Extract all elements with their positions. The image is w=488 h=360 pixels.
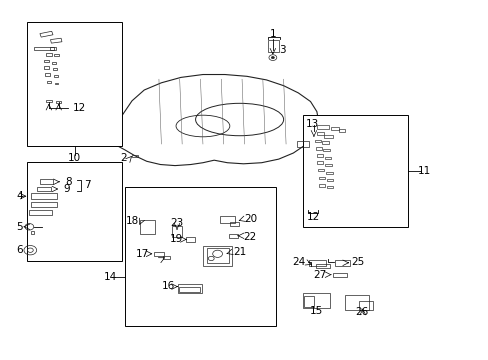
Bar	[47, 81, 51, 83]
Text: 5: 5	[16, 222, 23, 232]
Bar	[54, 83, 58, 85]
Bar	[45, 73, 50, 76]
Bar	[37, 187, 51, 191]
Bar	[303, 296, 314, 307]
Text: 18: 18	[126, 216, 139, 226]
Bar	[316, 132, 323, 135]
Bar	[318, 184, 324, 187]
Text: 8: 8	[65, 177, 72, 187]
Text: 2: 2	[120, 153, 127, 163]
Bar	[268, 40, 279, 53]
Bar	[358, 301, 372, 310]
Bar	[203, 246, 232, 266]
Bar	[315, 147, 321, 150]
Text: 21: 21	[232, 247, 245, 257]
Bar	[345, 295, 368, 310]
Text: 10: 10	[68, 153, 81, 163]
Circle shape	[271, 57, 274, 59]
Text: 19: 19	[169, 234, 183, 244]
Bar	[50, 47, 56, 50]
Bar	[56, 101, 61, 103]
Bar	[330, 127, 339, 130]
Bar	[124, 187, 276, 326]
Bar	[324, 157, 330, 159]
Bar	[44, 60, 49, 63]
Bar	[325, 163, 331, 166]
Text: 7: 7	[84, 180, 91, 190]
Bar	[326, 171, 332, 174]
Bar	[27, 162, 122, 261]
Bar	[229, 234, 238, 238]
Bar	[29, 210, 52, 215]
Bar	[316, 154, 322, 157]
Bar	[54, 54, 59, 56]
Bar	[322, 141, 328, 144]
Bar	[30, 193, 58, 199]
Bar	[220, 216, 234, 223]
Bar	[303, 293, 330, 308]
Bar	[54, 75, 58, 77]
Bar	[140, 220, 155, 234]
Bar	[317, 168, 323, 171]
Bar	[323, 149, 329, 152]
Text: 6: 6	[16, 245, 23, 255]
Text: 13: 13	[305, 119, 318, 129]
Text: 23: 23	[170, 218, 183, 228]
Text: 1: 1	[269, 29, 276, 39]
Bar	[27, 22, 122, 146]
Bar	[315, 264, 329, 268]
Bar	[177, 284, 202, 292]
Bar	[332, 273, 346, 277]
Text: 16: 16	[162, 281, 175, 291]
Bar	[171, 226, 182, 237]
Bar	[40, 180, 53, 184]
Bar	[31, 202, 57, 207]
Text: 17: 17	[136, 249, 149, 259]
Bar	[339, 129, 345, 132]
Bar	[163, 256, 169, 259]
Bar	[230, 222, 239, 226]
Bar	[31, 231, 34, 234]
Text: 3: 3	[278, 45, 285, 55]
Bar	[154, 252, 163, 256]
Bar	[318, 177, 324, 180]
Bar	[50, 38, 62, 43]
Text: 22: 22	[243, 232, 256, 242]
Bar	[132, 155, 138, 157]
Text: 11: 11	[416, 166, 430, 176]
Bar	[316, 125, 328, 129]
Text: 25: 25	[350, 257, 364, 267]
Bar	[317, 161, 323, 164]
Text: 26: 26	[354, 307, 368, 318]
Text: 12: 12	[72, 103, 85, 113]
Bar	[326, 179, 332, 181]
Bar	[52, 62, 56, 64]
Bar	[46, 100, 52, 102]
Text: 14: 14	[103, 272, 117, 282]
Bar	[46, 53, 52, 56]
Bar	[186, 237, 195, 242]
Text: 12: 12	[305, 212, 319, 222]
Text: 9: 9	[63, 184, 70, 194]
Bar	[40, 31, 53, 37]
Bar	[314, 140, 320, 143]
Text: 24: 24	[292, 257, 305, 267]
Bar	[206, 248, 228, 263]
Text: 27: 27	[313, 270, 326, 280]
Bar	[334, 260, 349, 266]
Bar	[179, 287, 200, 292]
Bar	[324, 135, 332, 138]
Bar	[34, 47, 54, 50]
Bar	[53, 68, 57, 70]
Bar	[326, 186, 332, 188]
Bar	[309, 260, 326, 266]
Text: 4: 4	[16, 191, 23, 201]
Text: 15: 15	[309, 306, 323, 316]
Text: 20: 20	[244, 214, 257, 224]
Bar	[43, 66, 49, 69]
Bar	[303, 115, 407, 227]
Bar	[297, 141, 309, 147]
